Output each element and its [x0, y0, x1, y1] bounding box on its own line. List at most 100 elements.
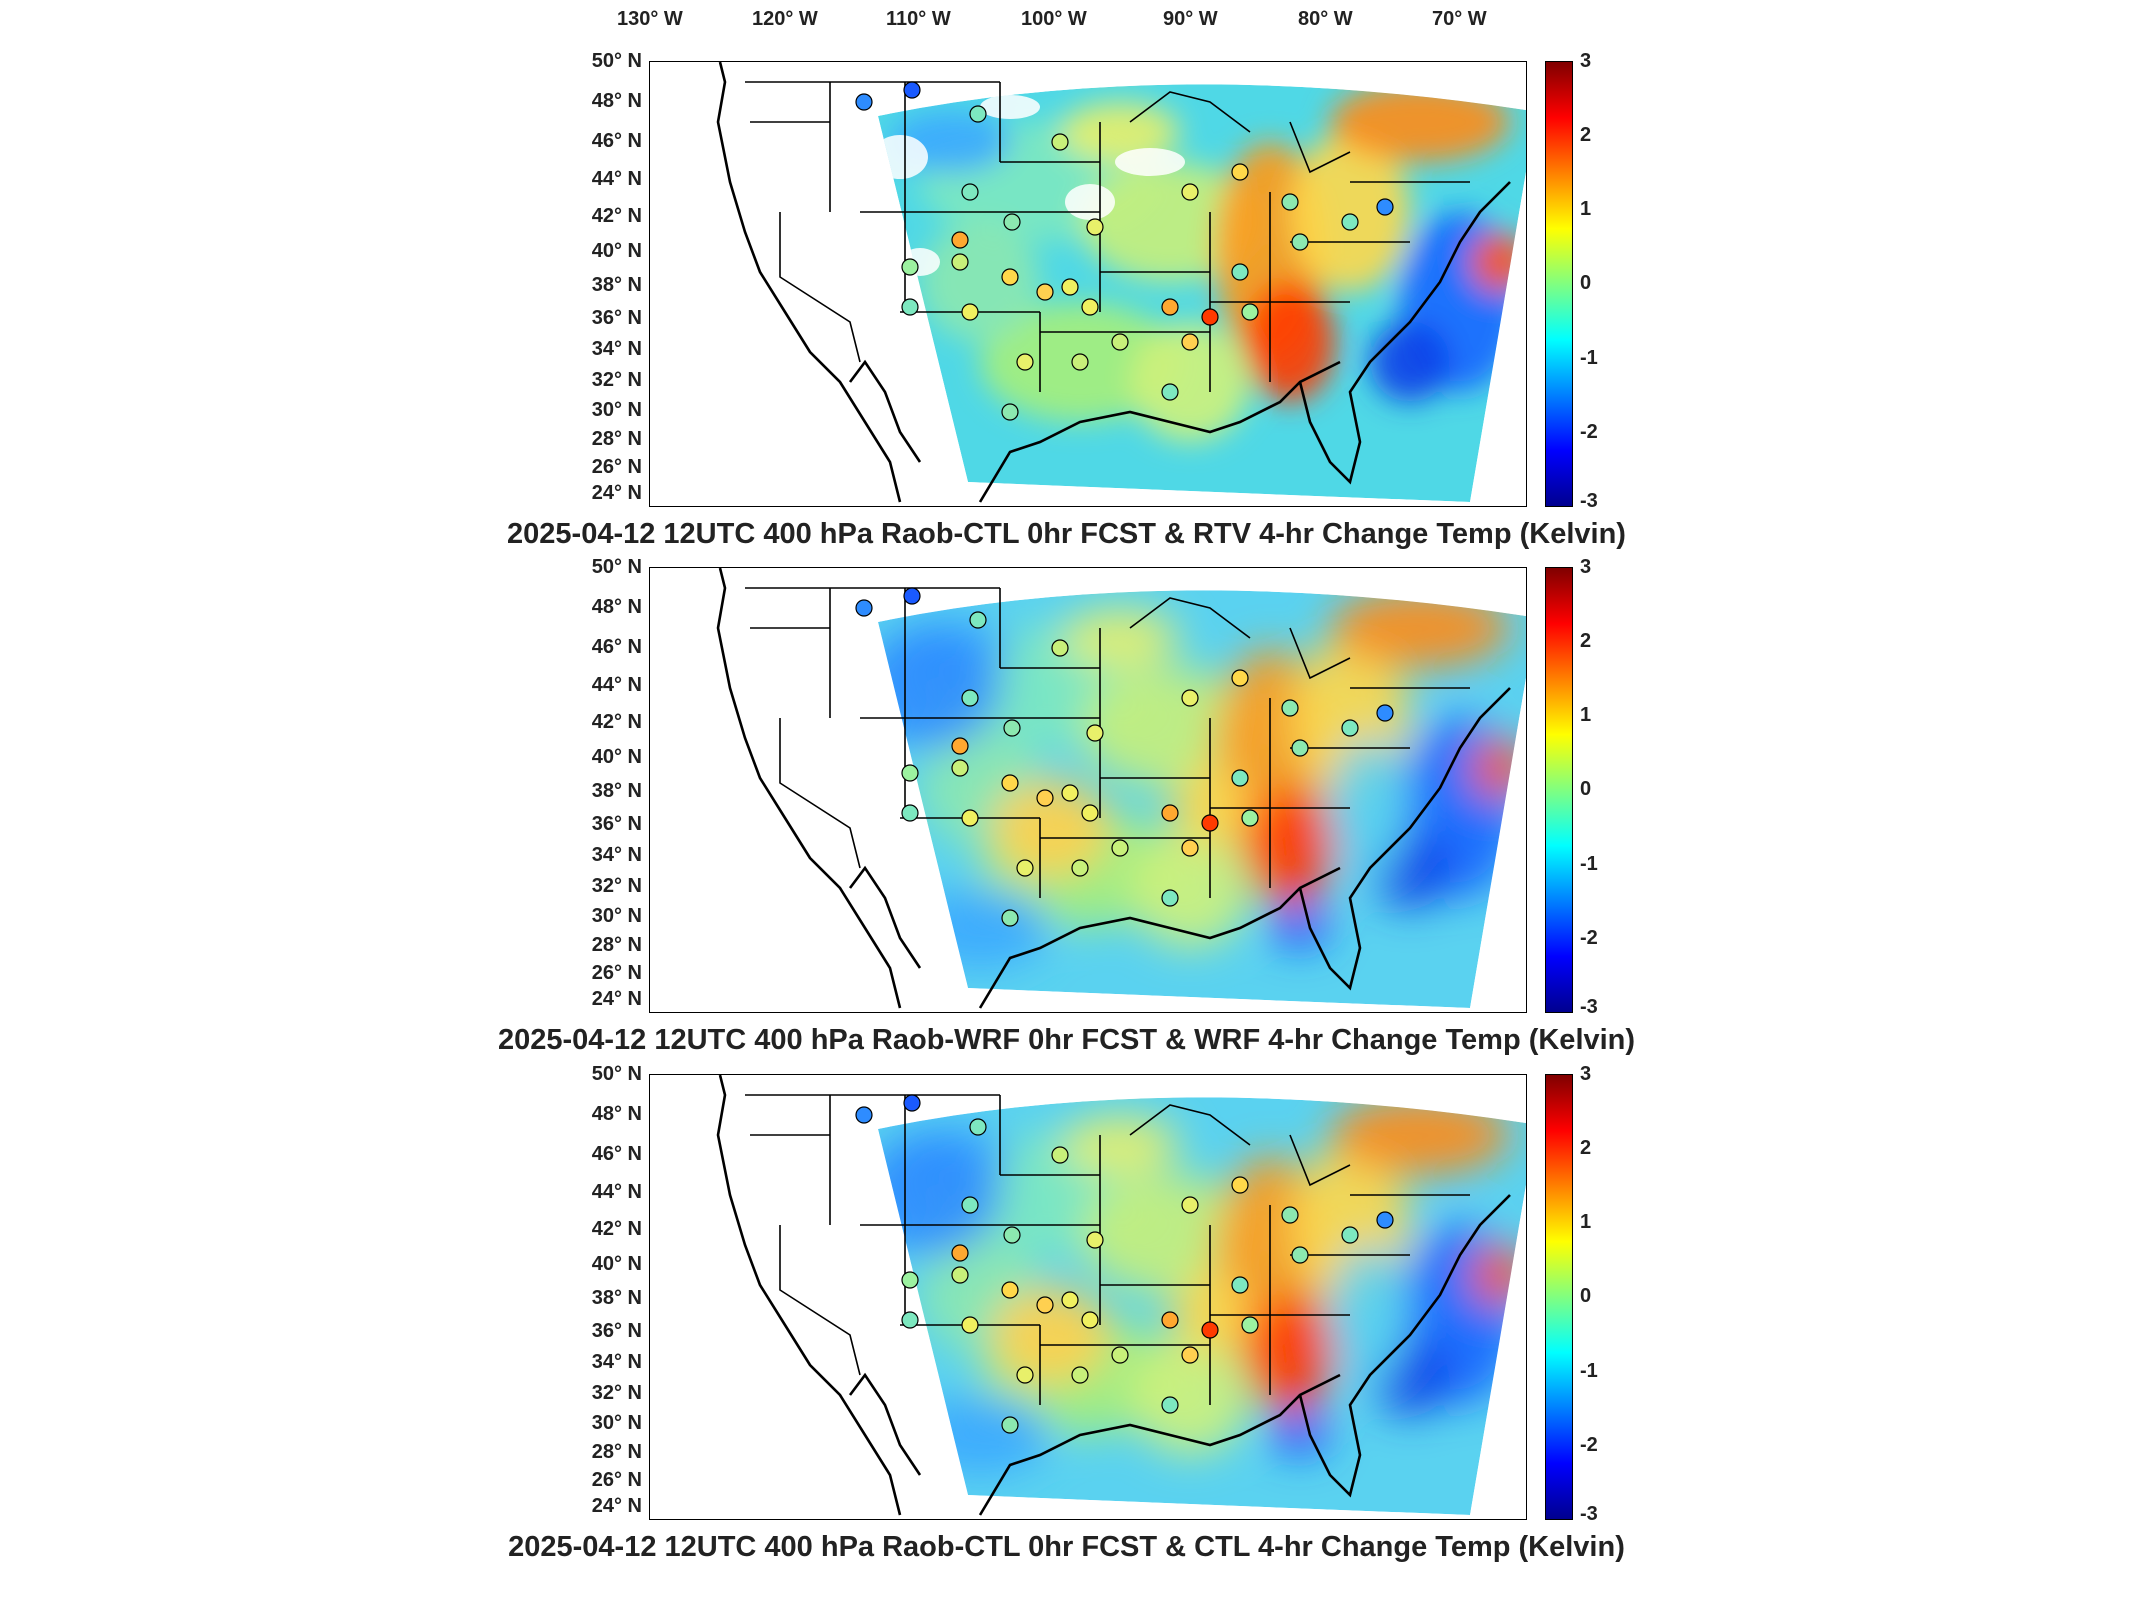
lat-label: 26° N [591, 962, 642, 984]
colorbar-tick-label: 0 [1580, 1285, 1592, 1307]
raob-station-marker [1181, 689, 1199, 707]
raob-station-marker [1231, 769, 1249, 787]
raob-station-marker [901, 804, 919, 822]
raob-station-marker [1181, 1196, 1199, 1214]
colorbar-tick-label: -2 [1580, 1434, 1598, 1456]
state-borders [745, 1094, 1470, 1405]
colorbar-tick-label: 3 [1580, 556, 1592, 578]
raob-station-marker [1231, 1276, 1249, 1294]
raob-station-marker [901, 298, 919, 316]
raob-station-marker [951, 737, 969, 755]
lon-label: 110° W [886, 8, 951, 30]
panel-title: 2025-04-12 12UTC 400 hPa Raob-CTL 0hr FC… [507, 518, 1626, 550]
raob-station-marker [961, 689, 979, 707]
raob-station-marker [1181, 1346, 1199, 1364]
colorbar-tick-label: 1 [1580, 1211, 1592, 1233]
raob-station-marker [1281, 193, 1299, 211]
raob-station-marker [1086, 1231, 1104, 1249]
raob-station-marker [1201, 1321, 1219, 1339]
lat-label: 48° N [591, 1103, 642, 1125]
raob-station-marker [961, 183, 979, 201]
raob-station-marker [1001, 1416, 1019, 1434]
raob-station-marker [1016, 353, 1034, 371]
raob-station-marker [1161, 1396, 1179, 1414]
lon-label: 80° W [1298, 8, 1353, 30]
lat-label: 48° N [591, 596, 642, 618]
raob-station-marker [951, 253, 969, 271]
lat-label: 40° N [591, 240, 642, 262]
raob-station-marker [1241, 303, 1259, 321]
raob-station-marker [1291, 233, 1309, 251]
raob-station-marker [1036, 1296, 1054, 1314]
raob-station-marker [951, 1266, 969, 1284]
lat-label: 46° N [591, 636, 642, 658]
raob-station-marker [1036, 789, 1054, 807]
lat-label: 40° N [591, 746, 642, 768]
raob-stations [855, 587, 1394, 927]
colorbar-tick-label: -1 [1580, 853, 1598, 875]
raob-station-marker [1341, 1226, 1359, 1244]
temperature-map [649, 61, 1527, 507]
colorbar-tick-label: 3 [1580, 50, 1592, 72]
colorbar-tick-label: -1 [1580, 1360, 1598, 1382]
raob-station-marker [1161, 383, 1179, 401]
raob-station-marker [1001, 1281, 1019, 1299]
map-panel-1: 50° N 48° N 46° N 44° N 42° N 40° N 38° N 36° N… [0, 47, 2133, 554]
lat-label: 34° N [591, 844, 642, 866]
raob-station-marker [1161, 804, 1179, 822]
temperature-field [878, 84, 1526, 502]
colorbar-tick-label: 0 [1580, 272, 1592, 294]
colorbar-tick-label: 3 [1580, 1063, 1592, 1085]
raob-station-marker [1181, 333, 1199, 351]
raob-station-marker [1291, 739, 1309, 757]
lon-label: 120° W [752, 8, 818, 30]
raob-station-marker [1111, 1346, 1129, 1364]
lat-label: 32° N [591, 1382, 642, 1404]
colorbar-tick-label: 2 [1580, 630, 1592, 652]
lat-label: 44° N [591, 1181, 642, 1203]
raob-station-marker [855, 1106, 873, 1124]
raob-station-marker [1281, 1206, 1299, 1224]
raob-station-marker [1291, 1246, 1309, 1264]
raob-station-marker [1111, 333, 1129, 351]
raob-stations [855, 81, 1394, 421]
colorbar-tick-label: 1 [1580, 198, 1592, 220]
raob-station-marker [1051, 133, 1069, 151]
colorbar-tick-label: -2 [1580, 927, 1598, 949]
colorbar-tick-label: -1 [1580, 347, 1598, 369]
raob-station-marker [961, 303, 979, 321]
lat-label: 46° N [591, 1143, 642, 1165]
raob-station-marker [1181, 839, 1199, 857]
raob-station-marker [1061, 1291, 1079, 1309]
raob-station-marker [969, 105, 987, 123]
raob-station-marker [1016, 859, 1034, 877]
lat-label: 24° N [591, 482, 642, 504]
raob-station-marker [1376, 198, 1394, 216]
temperature-map [649, 1074, 1527, 1520]
lat-label: 40° N [591, 1253, 642, 1275]
lat-label: 32° N [591, 369, 642, 391]
lat-label: 30° N [591, 905, 642, 927]
raob-station-marker [1231, 263, 1249, 281]
colorbar-tick-label: -3 [1580, 996, 1598, 1018]
map-panel-3: 50° N 48° N 46° N 44° N 42° N 40° N 38° N 36° N… [0, 1060, 2133, 1567]
raob-station-marker [1341, 213, 1359, 231]
raob-station-marker [1016, 1366, 1034, 1384]
lon-label: 90° W [1163, 8, 1218, 30]
lat-label: 24° N [591, 988, 642, 1010]
colorbar-tick-label: 0 [1580, 778, 1592, 800]
raob-station-marker [1231, 669, 1249, 687]
raob-station-marker [1376, 704, 1394, 722]
state-borders [745, 587, 1470, 898]
raob-station-marker [951, 759, 969, 777]
raob-station-marker [1111, 839, 1129, 857]
temperature-field [878, 590, 1526, 1008]
raob-station-marker [1051, 1146, 1069, 1164]
longitude-axis: 130° W 120° W 110° W 100° W 90° W 80° W … [0, 0, 2133, 40]
raob-station-marker [1003, 1226, 1021, 1244]
panel-title: 2025-04-12 12UTC 400 hPa Raob-WRF 0hr FC… [497, 1024, 1636, 1056]
raob-station-marker [1003, 719, 1021, 737]
raob-station-marker [961, 809, 979, 827]
raob-station-marker [1003, 213, 1021, 231]
coastline [716, 62, 1511, 503]
